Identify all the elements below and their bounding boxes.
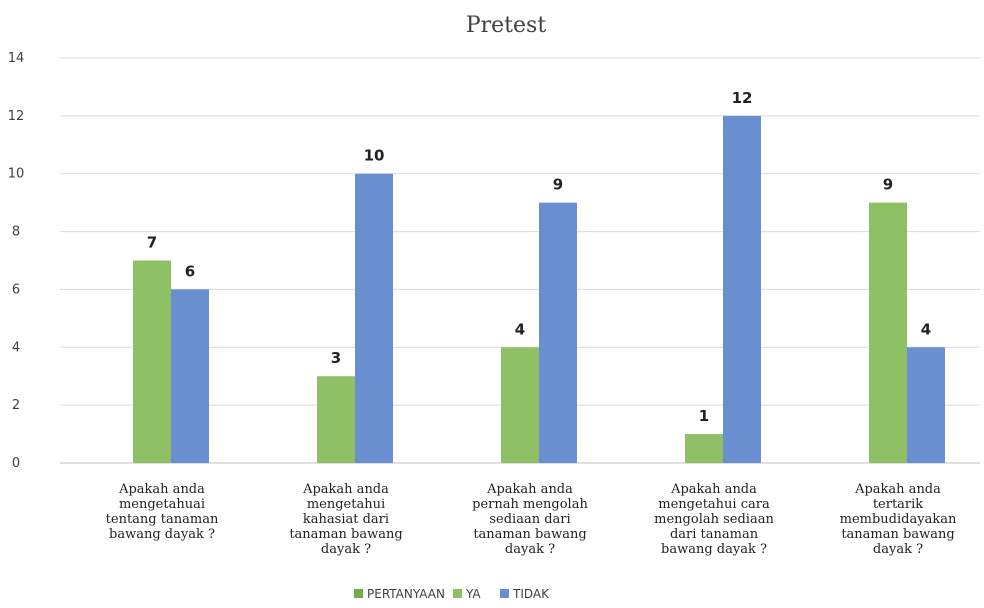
- y-tick-label: 4: [12, 340, 20, 355]
- category-label: Apakah anda mengetahuai tentang tanaman baw…: [106, 482, 219, 542]
- data-label: 4: [515, 320, 525, 338]
- data-label: 1: [699, 407, 709, 425]
- bars: [133, 115, 945, 463]
- y-tick-label: 6: [12, 282, 20, 297]
- bar-tidak: [723, 115, 761, 463]
- y-tick-label: 0: [12, 456, 20, 471]
- y-tick-label: 10: [8, 167, 25, 182]
- legend-swatch: [354, 589, 363, 598]
- y-tick-label: 12: [8, 109, 25, 124]
- category-label: Apakah anda mengetahui kahasiat dari tanama…: [289, 482, 402, 557]
- bar-ya: [685, 434, 723, 463]
- bar-ya: [133, 260, 171, 463]
- data-label: 10: [364, 147, 385, 165]
- legend-swatch: [453, 589, 462, 598]
- legend-swatch: [500, 589, 509, 598]
- bar-tidak: [907, 347, 945, 463]
- data-label: 6: [185, 262, 195, 280]
- legend-label: YA: [465, 587, 481, 601]
- data-labels: 7 6 3 10 4 9 1 12 9 4: [147, 89, 931, 425]
- y-tick-label: 2: [12, 398, 20, 413]
- data-label: 3: [331, 349, 341, 367]
- y-tick-label: 14: [8, 51, 25, 66]
- data-label: 12: [732, 89, 753, 107]
- bar-ya: [869, 202, 907, 463]
- legend-label: TIDAK: [512, 587, 550, 601]
- y-tick-label: 8: [12, 225, 20, 240]
- chart-title: Pretest: [466, 13, 546, 38]
- x-axis-categories: Apakah anda mengetahuai tentang tanaman baw…: [106, 482, 957, 557]
- bar-ya: [501, 347, 539, 463]
- category-label: Apakah anda tertarik membudidayakan tanaman…: [840, 482, 957, 557]
- data-label: 4: [921, 320, 931, 338]
- legend: PERTANYAAN YA TIDAK: [354, 587, 550, 601]
- bar-tidak: [539, 202, 577, 463]
- data-label: 9: [553, 176, 563, 194]
- data-label: 9: [883, 176, 893, 194]
- data-label: 7: [147, 234, 157, 252]
- y-axis-ticks: 0 2 4 6 8 10 12 14: [8, 51, 25, 471]
- legend-label: PERTANYAAN: [367, 587, 445, 601]
- bar-tidak: [171, 289, 209, 463]
- bar-ya: [317, 376, 355, 463]
- bar-tidak: [355, 173, 393, 463]
- category-label: Apakah anda pernah mengolah sediaan dari ta…: [472, 482, 588, 557]
- category-label: Apakah anda mengetahui cara mengolah sedia…: [654, 482, 774, 557]
